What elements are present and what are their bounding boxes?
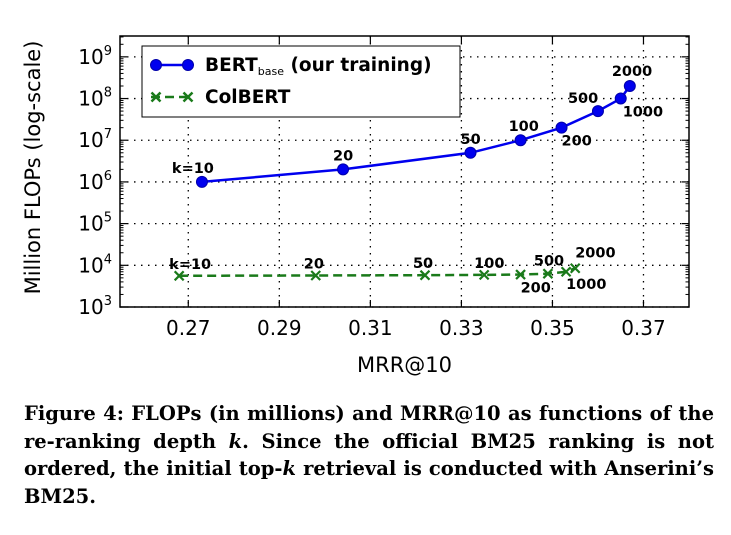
y-tick-base: 10 xyxy=(78,295,103,319)
legend-marker-colbert xyxy=(150,91,162,103)
data-point xyxy=(623,79,636,92)
series-line xyxy=(179,267,576,278)
data-point xyxy=(337,163,350,176)
x-tick-label: 0.37 xyxy=(621,316,666,340)
legend-label-bert: BERTbase (our training) xyxy=(205,55,432,78)
y-tick-exponent: 8 xyxy=(104,86,112,101)
data-label: 1000 xyxy=(623,105,663,121)
plot-frame xyxy=(119,35,690,308)
data-label: 2000 xyxy=(612,64,652,80)
caption-prefix: Figure 4: FLOPs (in millions) and MRR@10… xyxy=(24,402,714,453)
chart-figure: 0.27 0.29 0.31 0.33 0.35 0.37 103 104 105 106 107 1… xyxy=(21,35,690,377)
data-point xyxy=(464,146,477,159)
data-point xyxy=(514,134,527,147)
y-tick-base: 10 xyxy=(78,128,103,152)
data-label: 100 xyxy=(474,256,504,272)
y-tick-exponent: 3 xyxy=(104,294,112,309)
y-tick-base: 10 xyxy=(78,170,103,194)
y-tick-base: 10 xyxy=(78,212,103,236)
y-tick-label: 109 xyxy=(78,44,112,69)
data-label: k=10 xyxy=(169,257,211,273)
caption-k-2: k xyxy=(282,457,297,480)
x-axis-label: MRR@10 xyxy=(357,353,452,377)
data-point xyxy=(614,92,627,105)
figure-caption: Figure 4: FLOPs (in millions) and MRR@10… xyxy=(24,400,714,510)
y-tick-label: 107 xyxy=(78,127,112,152)
data-label: 500 xyxy=(568,91,598,107)
y-tick-exponent: 5 xyxy=(104,211,112,226)
data-label: 100 xyxy=(509,119,539,135)
y-tick-label: 103 xyxy=(78,294,112,319)
caption-suffix: retrieval is conducted with Anserini’s B… xyxy=(24,457,715,508)
data-point xyxy=(591,105,604,118)
y-tick-label: 105 xyxy=(78,211,112,236)
y-tick-base: 10 xyxy=(78,45,103,69)
caption-middle: . Since the official BM25 ranking is not… xyxy=(24,429,714,481)
data-point xyxy=(560,266,572,278)
data-point xyxy=(173,270,185,282)
data-label: 50 xyxy=(461,132,481,148)
data-point xyxy=(555,121,568,134)
y-tick-exponent: 7 xyxy=(104,127,112,142)
legend-marker-colbert xyxy=(182,91,194,103)
legend: BERTbase (our training) ColBERT xyxy=(141,45,461,118)
legend-marker-bert xyxy=(150,59,162,71)
data-point xyxy=(569,262,581,274)
legend-label-colbert: ColBERT xyxy=(205,87,291,108)
data-point xyxy=(419,269,431,281)
chart-svg: 0.27 0.29 0.31 0.33 0.35 0.371031041051061071… xyxy=(21,35,690,377)
legend-label-part: (our training) xyxy=(284,55,432,76)
x-tick-label: 0.31 xyxy=(348,316,393,340)
data-point xyxy=(515,269,526,280)
data-label: k=10 xyxy=(172,161,214,177)
legend-label-part: base xyxy=(258,65,284,78)
data-label: 200 xyxy=(521,281,551,297)
data-label: 50 xyxy=(413,256,433,272)
data-label: 500 xyxy=(534,254,564,270)
y-tick-exponent: 9 xyxy=(104,44,112,59)
data-point xyxy=(542,268,554,279)
y-tick-base: 10 xyxy=(78,253,103,277)
data-point xyxy=(310,270,322,281)
legend-label-part: BERT xyxy=(205,55,258,76)
data-label: 1000 xyxy=(566,277,606,293)
data-point xyxy=(195,175,208,188)
y-tick-base: 10 xyxy=(78,87,103,111)
data-label: 20 xyxy=(333,148,353,164)
y-tick-exponent: 4 xyxy=(104,252,112,267)
x-tick-label: 0.33 xyxy=(439,316,484,340)
data-label: 20 xyxy=(304,256,324,272)
legend-box xyxy=(141,45,461,118)
y-axis-label: Million FLOPs (log-scale) xyxy=(21,41,45,295)
x-tick-label: 0.35 xyxy=(530,316,575,340)
data-label: 200 xyxy=(562,134,592,150)
y-tick-label: 104 xyxy=(78,252,112,277)
caption-k-1: k xyxy=(228,429,243,453)
y-tick-exponent: 6 xyxy=(104,169,112,184)
y-tick-label: 106 xyxy=(78,169,112,194)
legend-marker-bert xyxy=(182,59,194,71)
x-tick-label: 0.27 xyxy=(166,316,211,340)
data-point xyxy=(478,269,490,281)
x-tick-label: 0.29 xyxy=(257,316,302,340)
series-bert: k=10 20 50 100 200 500 1000 2000 xyxy=(172,64,663,188)
y-tick-label: 108 xyxy=(78,86,112,111)
data-label: 2000 xyxy=(575,245,615,261)
